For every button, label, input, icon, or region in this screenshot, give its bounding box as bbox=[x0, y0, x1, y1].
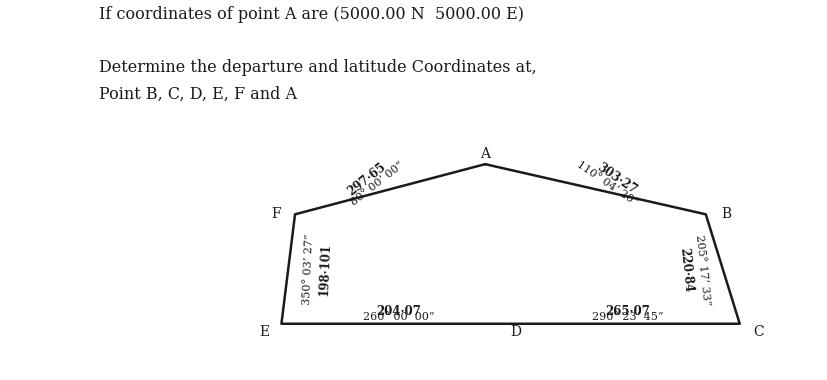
Text: 205° 17’ 33”: 205° 17’ 33” bbox=[693, 234, 710, 306]
Text: D: D bbox=[509, 325, 520, 339]
Text: 80° 00’ 00”: 80° 00’ 00” bbox=[349, 160, 405, 208]
Text: F: F bbox=[271, 207, 280, 221]
Text: E: E bbox=[259, 325, 270, 339]
Text: 204·07: 204·07 bbox=[375, 305, 420, 318]
Text: 297·65: 297·65 bbox=[345, 160, 388, 198]
Text: 260° 00’ 00”: 260° 00’ 00” bbox=[362, 312, 434, 322]
Text: 265·07: 265·07 bbox=[605, 305, 649, 318]
Text: Point B, C, D, E, F and A: Point B, C, D, E, F and A bbox=[99, 86, 297, 103]
Text: 350° 03’ 27”: 350° 03’ 27” bbox=[302, 233, 315, 305]
Text: A: A bbox=[480, 147, 490, 161]
Text: 220·84: 220·84 bbox=[676, 247, 694, 293]
Text: B: B bbox=[720, 207, 730, 221]
Text: C: C bbox=[753, 325, 763, 339]
Text: Determine the departure and latitude Coordinates at,: Determine the departure and latitude Coo… bbox=[99, 59, 537, 76]
Text: 110° 04’ 20”: 110° 04’ 20” bbox=[574, 159, 638, 208]
Text: 290° 23’ 45”: 290° 23’ 45” bbox=[591, 312, 662, 322]
Text: If coordinates of point A are (5000.00 N  5000.00 E): If coordinates of point A are (5000.00 N… bbox=[99, 6, 523, 23]
Text: 303·27: 303·27 bbox=[593, 161, 638, 197]
Text: 198·101: 198·101 bbox=[318, 243, 332, 296]
